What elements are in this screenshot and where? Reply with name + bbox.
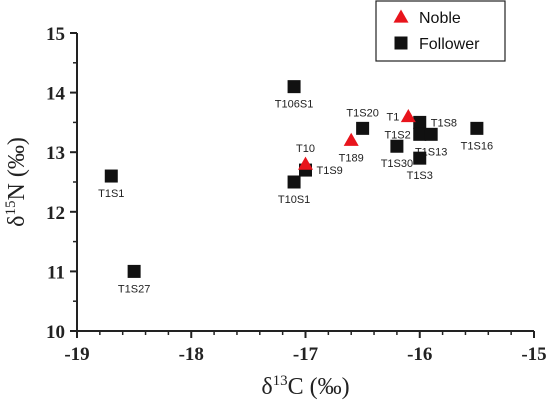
point-label: T1S9 [317, 165, 343, 177]
point-label: T1S20 [346, 107, 378, 119]
follower-square-marker [413, 151, 427, 165]
point-label: T1S8 [431, 117, 457, 129]
follower-square-marker [104, 169, 118, 183]
point-label: T1S3 [407, 170, 433, 182]
follower-square-marker [413, 127, 427, 141]
x-axis-title: δ13C (‰) [261, 373, 349, 400]
noble-triangle-marker [298, 156, 313, 170]
point-label: T1S30 [381, 158, 413, 170]
y-axis-title: δ15N (‰) [3, 137, 30, 227]
follower-square-marker [424, 127, 438, 141]
point-label: T1S1 [98, 188, 124, 200]
legend-entry-label: Noble [419, 10, 461, 27]
follower-square-marker [470, 121, 484, 135]
x-tick-label: -16 [407, 344, 432, 365]
point-label: T189 [339, 152, 364, 164]
legend: Noble Follower [375, 0, 506, 62]
follower-square-marker [287, 80, 301, 94]
legend-triangle-marker [393, 9, 409, 23]
x-axis-ticks: -19 -18 -17 -16 -15 [64, 331, 547, 365]
noble-triangle-marker [343, 132, 359, 146]
legend-box [375, 0, 506, 62]
y-tick-label: 14 [46, 84, 66, 105]
point-label: T1 [386, 111, 399, 123]
point-label: T10 [296, 143, 315, 155]
follower-square-marker [287, 175, 301, 189]
y-axis-ticks: 10 11 12 13 14 15 [46, 24, 77, 343]
y-tick-label: 11 [47, 262, 65, 283]
y-tick-label: 12 [46, 203, 65, 224]
point-label: T1S27 [118, 283, 150, 295]
legend-entry-label: Follower [419, 36, 480, 53]
point-label: T106S1 [275, 99, 314, 111]
point-label: T10S1 [278, 194, 310, 206]
follower-square-marker [390, 139, 404, 153]
point-label: T1S16 [461, 140, 493, 152]
x-tick-label: -19 [64, 344, 89, 365]
data-points: T1S1 T1S27 T106S1 T10S1 T1S9 T1S20 T1S30 T1S8 T1… [98, 80, 493, 295]
x-tick-label: -17 [293, 344, 319, 365]
y-tick-label: 15 [46, 24, 65, 45]
follower-square-marker [127, 264, 141, 278]
y-tick-label: 10 [46, 322, 65, 343]
x-tick-label: -18 [179, 344, 204, 365]
follower-square-marker [356, 121, 370, 135]
legend-square-marker [394, 36, 408, 50]
noble-triangle-marker [400, 108, 416, 123]
x-tick-label: -15 [521, 344, 546, 365]
y-tick-label: 13 [46, 143, 65, 164]
point-label: T1S2 [384, 129, 410, 141]
follower-square-marker [413, 115, 427, 129]
